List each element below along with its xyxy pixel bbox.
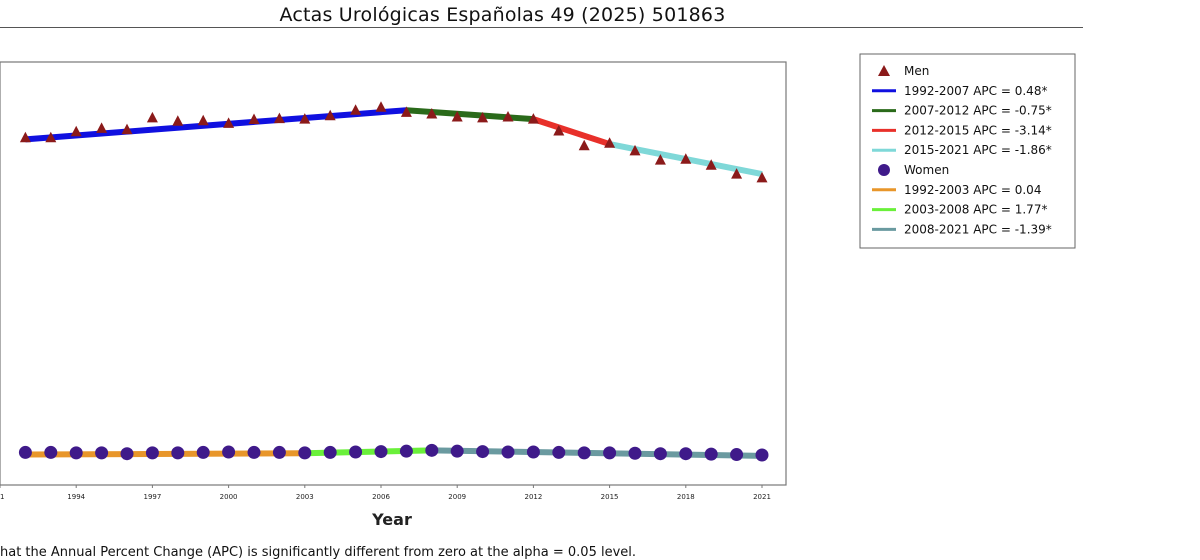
men-point — [477, 111, 489, 123]
women-point — [18, 445, 32, 459]
x-tick-label: 2009 — [448, 493, 466, 501]
women-point — [247, 445, 261, 459]
legend-entry-label: 2012-2015 APC = -3.14* — [904, 123, 1052, 137]
trend-line-2 — [406, 107, 534, 123]
page-header-title: Actas Urológicas Españolas 49 (2025) 501… — [279, 4, 726, 26]
women-point — [222, 445, 236, 459]
trend-line-3 — [532, 116, 611, 147]
x-tick-label: 2012 — [524, 493, 542, 501]
men-point — [70, 125, 82, 137]
women-point — [145, 446, 159, 460]
legend: Men 1992-2007 APC = 0.48* 2007-2012 APC = … — [859, 53, 1076, 249]
men-point — [426, 108, 438, 119]
legend-entry-label: 2008-2021 APC = -1.39* — [904, 222, 1052, 236]
men-point — [121, 123, 133, 135]
men-point — [248, 113, 260, 125]
women-point — [298, 446, 312, 460]
women-point — [679, 447, 693, 461]
men-point — [654, 154, 666, 165]
x-tick-label: 2018 — [677, 493, 695, 501]
men-point — [146, 111, 158, 123]
women-point — [399, 444, 413, 458]
plot-area-frame — [0, 61, 787, 486]
men-point — [19, 131, 31, 143]
men-point — [273, 112, 285, 124]
legend-entry-label: 2003-2008 APC = 1.77* — [904, 203, 1047, 217]
women-point — [69, 446, 83, 460]
men-point — [350, 104, 362, 115]
women-point — [476, 445, 490, 459]
men-point — [705, 159, 717, 170]
legend-men-marker — [878, 65, 890, 76]
x-axis-ticks: 91 1994 1997 2000 2003 2006 2009 2012 2015 2018 20… — [0, 485, 771, 501]
women-point — [171, 446, 185, 460]
women-point — [349, 445, 363, 459]
women-point — [196, 445, 210, 459]
men-point — [299, 113, 311, 124]
women-point — [374, 445, 388, 459]
legend-entry-label: 2007-2012 APC = -0.75* — [904, 104, 1052, 118]
legend-women-marker — [878, 164, 890, 176]
women-point — [44, 445, 58, 459]
men-point — [578, 139, 590, 151]
women-point — [501, 445, 515, 459]
women-point — [450, 444, 464, 458]
chart-footnote: hat the Annual Percent Change (APC) is s… — [0, 545, 637, 560]
x-tick-label: 2021 — [753, 493, 771, 501]
legend-entry-label: 1992-2007 APC = 0.48* — [904, 84, 1047, 98]
legend-entry-label: Men — [904, 64, 929, 78]
x-axis-title: Year — [371, 510, 412, 529]
men-point — [451, 110, 463, 122]
women-point — [272, 445, 286, 459]
women-point — [755, 448, 769, 462]
women-point — [323, 445, 337, 459]
men-point — [604, 137, 616, 148]
men-point — [400, 106, 412, 117]
men-point — [223, 117, 235, 128]
men-point — [553, 124, 565, 136]
x-tick-label: 2000 — [220, 493, 238, 501]
legend-entry-label: Women — [904, 163, 949, 177]
men-point — [731, 168, 743, 179]
men-point — [197, 114, 209, 126]
x-tick-label: 91 — [0, 493, 4, 501]
women-point — [628, 446, 642, 460]
men-point — [45, 131, 57, 143]
trend-line-5 — [25, 450, 305, 458]
men-point — [502, 110, 514, 122]
men-point — [629, 144, 641, 156]
men-point — [324, 109, 336, 121]
women-point — [704, 447, 718, 461]
x-tick-label: 1997 — [143, 493, 161, 501]
men-point — [680, 153, 692, 164]
header-divider — [0, 27, 1083, 28]
x-tick-label: 2015 — [601, 493, 619, 501]
x-tick-label: 2003 — [296, 493, 314, 501]
trend-line-1 — [25, 107, 407, 143]
women-point — [653, 447, 667, 461]
women-point — [120, 447, 134, 461]
legend-entry-label: 2015-2021 APC = -1.86* — [904, 143, 1052, 157]
legend-entry-label: 1992-2003 APC = 0.04 — [904, 183, 1041, 197]
women-point — [552, 445, 566, 459]
data-markers — [18, 101, 769, 462]
women-point — [577, 446, 591, 460]
x-tick-label: 2006 — [372, 493, 390, 501]
men-point — [375, 101, 387, 112]
men-point — [756, 171, 768, 183]
men-point — [96, 122, 108, 133]
men-point — [527, 113, 539, 124]
x-tick-label: 1994 — [67, 493, 85, 501]
women-point — [95, 446, 109, 460]
men-point — [172, 115, 184, 126]
women-point — [526, 445, 540, 459]
women-point — [730, 448, 744, 462]
women-point — [425, 443, 439, 457]
women-point — [603, 446, 617, 460]
